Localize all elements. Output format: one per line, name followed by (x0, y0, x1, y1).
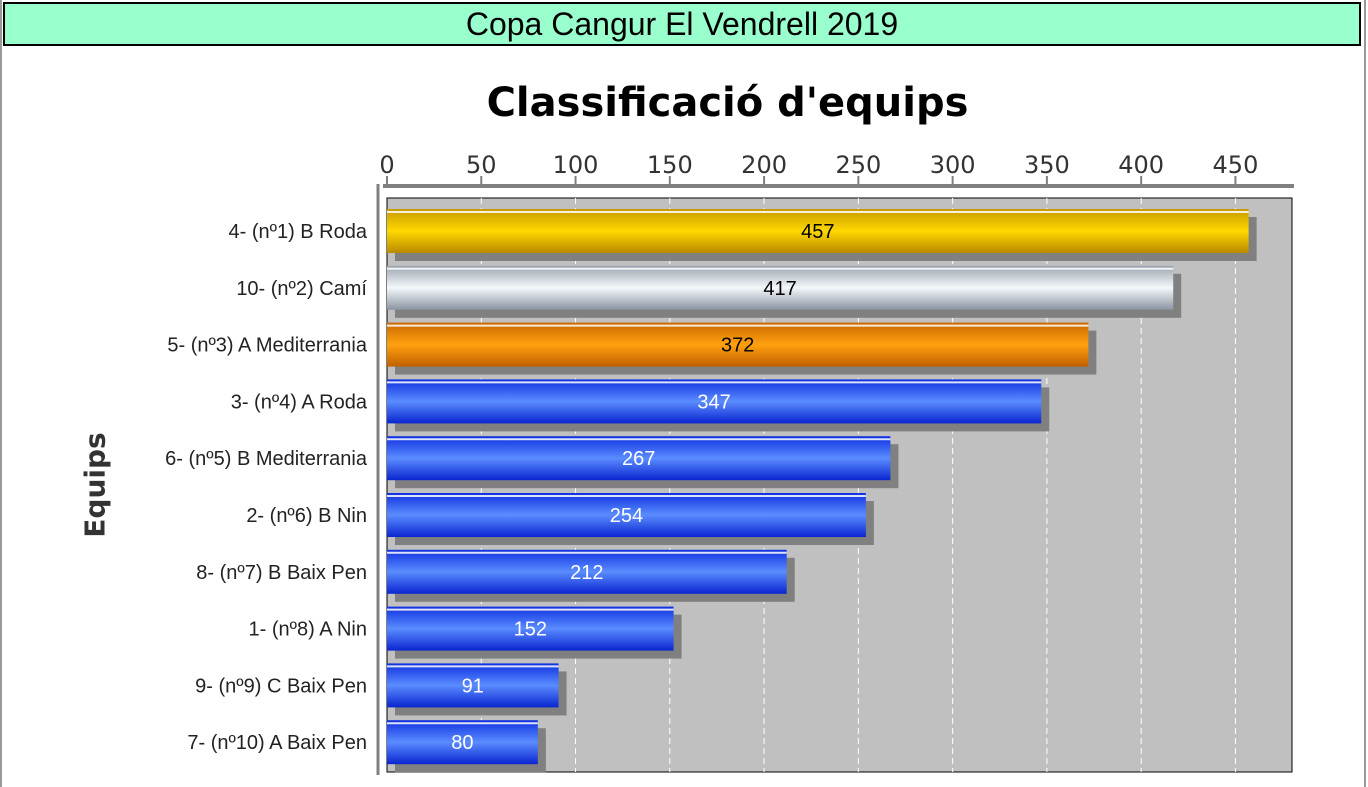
chart-title: Classificació d'equips (486, 80, 969, 126)
data-label: 417 (763, 278, 796, 300)
x-tick-label: 450 (1213, 151, 1259, 179)
category-label: 2- (nº6) B Nin (246, 505, 367, 527)
category-label: 10- (nº2) Camí (236, 278, 367, 300)
bar (387, 379, 1042, 424)
data-label: 347 (697, 391, 730, 413)
data-label: 152 (514, 619, 547, 641)
category-label: 6- (nº5) B Mediterrania (165, 448, 368, 470)
bar (387, 720, 538, 765)
x-tick-label: 150 (647, 151, 693, 179)
bar (387, 209, 1249, 253)
bar (387, 322, 1089, 367)
category-label: 1- (nº8) A Nin (249, 619, 367, 641)
x-tick-label: 100 (553, 151, 599, 179)
category-label: 3- (nº4) A Roda (231, 391, 368, 413)
data-label: 254 (610, 505, 643, 527)
data-label: 372 (721, 335, 754, 357)
bar (387, 606, 674, 651)
data-label: 91 (462, 675, 484, 697)
page-banner: Copa Cangur El Vendrell 2019 (3, 2, 1361, 46)
category-label: 4- (nº1) B Roda (229, 221, 368, 243)
bar (387, 265, 1174, 310)
category-label: 8- (nº7) B Baix Pen (196, 562, 367, 584)
x-tick-label: 0 (379, 151, 394, 179)
category-label: 7- (nº10) A Baix Pen (187, 732, 367, 754)
page-title: Copa Cangur El Vendrell 2019 (465, 6, 899, 42)
x-tick-label: 250 (835, 151, 881, 179)
category-label: 9- (nº9) C Baix Pen (195, 675, 367, 697)
bar (387, 436, 891, 481)
category-label: 5- (nº3) A Mediterrania (167, 335, 367, 357)
data-label: 212 (570, 562, 603, 584)
x-tick-label: 400 (1118, 151, 1164, 179)
x-tick-label: 200 (741, 151, 787, 179)
x-tick-label: 350 (1024, 151, 1070, 179)
bar (387, 549, 787, 594)
x-tick-label: 50 (466, 151, 497, 179)
data-label: 80 (451, 732, 473, 754)
bar (387, 663, 559, 708)
data-label: 457 (801, 221, 834, 243)
data-label: 267 (622, 448, 655, 470)
x-tick-label: 300 (930, 151, 976, 179)
bar (387, 493, 866, 537)
